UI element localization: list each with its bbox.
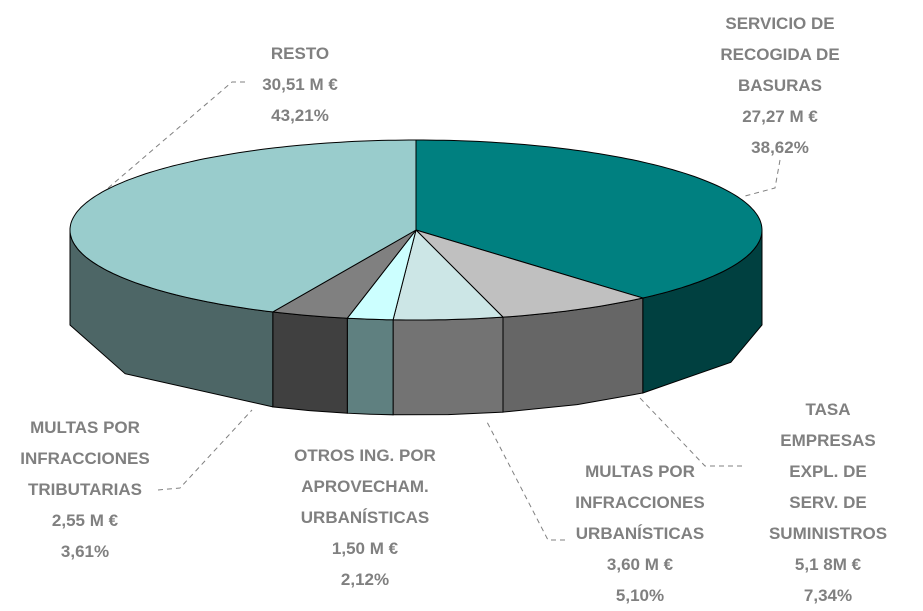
slice-label: MULTAS POR INFRACCIONES TRIBUTARIAS 2,55 …	[20, 412, 149, 567]
pie-slice	[271, 229, 417, 319]
slice-label: MULTAS POR INFRACCIONES URBANÍSTICAS 3,60…	[575, 456, 704, 611]
slice-label: SERVICIO DE RECOGIDA DE BASURAS 27,27 M €…	[720, 8, 839, 163]
pie-slice	[392, 229, 505, 321]
percentage-label: 38,62%	[751, 138, 809, 157]
category: MULTAS POR INFRACCIONES TRIBUTARIAS	[20, 418, 150, 499]
category: RESTO	[270, 44, 330, 63]
category: OTROS ING. POR APROVECHAM. URBANÍSTICAS	[294, 446, 436, 527]
percentage-label: 7,34%	[803, 586, 853, 605]
pie-slice-side	[272, 311, 348, 414]
category: TASA EMPRESAS EXPL. DE SERV. DE SUMINIST…	[768, 400, 888, 543]
slice-label: RESTO 30,51 M € 43,21%	[262, 38, 338, 131]
value-label: 30,51 M €	[262, 75, 338, 94]
percentage-label: 5,10%	[615, 586, 665, 605]
value-label: 3,60 M €	[606, 555, 674, 574]
value-label: 2,55 M €	[51, 511, 119, 530]
value-label: 1,50 M €	[331, 539, 399, 558]
percentage-label: 3,61%	[60, 542, 110, 561]
leader-line	[744, 159, 781, 197]
pie-slice-side	[346, 317, 394, 416]
value-label: 27,27 M €	[742, 107, 818, 126]
category: SERVICIO DE RECOGIDA DE BASURAS	[720, 14, 840, 95]
value-label: 5,1 8M €	[794, 555, 862, 574]
pie-slice	[415, 139, 763, 299]
slice-label: TASA EMPRESAS EXPL. DE SERV. DE SUMINIST…	[769, 394, 887, 611]
category: MULTAS POR INFRACCIONES URBANÍSTICAS	[575, 462, 705, 543]
pie-slice	[415, 229, 645, 318]
leader-line	[485, 419, 565, 541]
percentage-label: 43,21%	[271, 106, 329, 125]
pie-slice	[69, 139, 417, 313]
pie-sides	[69, 229, 763, 416]
leader-line	[99, 81, 245, 196]
leader-lines	[99, 81, 781, 541]
leader-line	[639, 397, 742, 467]
pie-slice-side	[392, 316, 504, 416]
slice-label: OTROS ING. POR APROVECHAM. URBANÍSTICAS 1…	[294, 440, 436, 595]
leader-line	[157, 409, 253, 491]
pie-tops	[69, 139, 763, 321]
percentage-label: 2,12%	[340, 570, 390, 589]
